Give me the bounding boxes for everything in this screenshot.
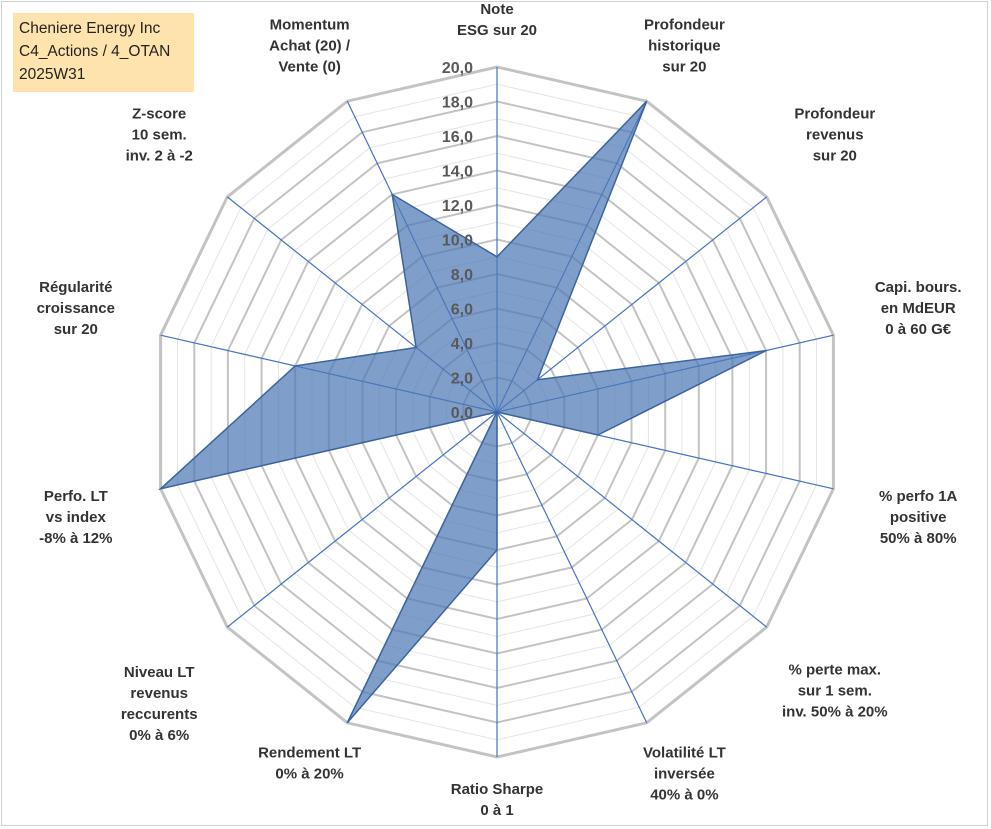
series-area (157, 100, 767, 724)
axis-spoke (496, 196, 768, 413)
tick-label: 4,0 (451, 336, 473, 353)
category-label-line: revenus (806, 127, 864, 144)
series-polygon (157, 100, 767, 724)
category-label-line: sur 20 (54, 321, 98, 338)
category-label: Profondeur revenus sur 20 (794, 106, 875, 165)
info-box: Cheniere Energy Inc C4_Actions / 4_OTAN … (13, 13, 194, 92)
category-label-line: -8% à 12% (39, 530, 112, 547)
category-label-line: croissance (37, 300, 115, 317)
category-label-line: 10 sem. (132, 127, 187, 144)
category-label-line: inv. 2 à -2 (126, 148, 193, 165)
category-label-line: Profondeur (644, 17, 725, 34)
category-label-line: inv. 50% à 20% (782, 704, 888, 721)
category-label-line: 0% à 20% (275, 765, 343, 782)
category-label: % perfo 1A positive 50% à 80% (879, 488, 958, 547)
category-label-line: 40% à 0% (650, 786, 718, 803)
category-label-line: 50% à 80% (880, 530, 957, 547)
category-label-line: % perfo 1A (879, 488, 958, 505)
category-label-line: en MdEUR (881, 300, 956, 317)
radial-tick-labels: 0,0 2,0 4,0 6,0 8,0 10,0 12,0 14,0 16,0 18,0 20,0 (442, 60, 473, 422)
tick-label: 0,0 (451, 405, 473, 422)
category-label-line: Momentum (270, 17, 350, 34)
category-label-line: sur 1 sem. (798, 683, 872, 700)
category-label: Profondeur historique sur 20 (644, 17, 725, 76)
category-label: Ratio Sharpe 0 à 1 (451, 781, 544, 819)
category-label-line: Note (480, 1, 513, 18)
tick-label: 18,0 (442, 95, 473, 112)
category-label-line: Achat (20) / (269, 38, 351, 55)
category-label: Z-score 10 sem. inv. 2 à -2 (126, 106, 193, 165)
axis-spoke (496, 411, 648, 724)
tick-label: 6,0 (451, 302, 473, 319)
category-label-line: vs index (46, 509, 107, 526)
category-label-line: Profondeur (794, 106, 875, 123)
category-label-line: reccurents (121, 706, 198, 723)
axis-spoke (496, 411, 768, 628)
category-label-line: sur 20 (813, 148, 857, 165)
company-name: Cheniere Energy Inc (19, 20, 161, 37)
tick-label: 16,0 (442, 129, 473, 146)
category-label-line: 0 à 60 G€ (885, 321, 952, 338)
category-label: % perte max. sur 1 sem. inv. 50% à 20% (782, 662, 888, 721)
tick-label: 14,0 (442, 164, 473, 181)
category-label: Volatilité LT inversée 40% à 0% (643, 744, 726, 803)
category-label-line: Régularité (39, 279, 112, 296)
category-label-line: 0 à 1 (480, 802, 513, 819)
category-label-line: sur 20 (662, 59, 706, 76)
category-label-line: inversée (654, 765, 715, 782)
category-label-line: Perfo. LT (44, 488, 108, 505)
category-labels: Note ESG sur 20 Profondeur historique sur 20… (37, 1, 962, 819)
category-label-line: % perte max. (789, 662, 882, 679)
category-label: Régularité croissance sur 20 (37, 279, 115, 338)
category-label: Niveau LT revenus reccurents 0% à 6% (121, 664, 198, 744)
tick-label: 2,0 (451, 371, 473, 388)
category-label-line: Rendement LT (258, 744, 361, 761)
category-label: Rendement LT 0% à 20% (258, 744, 361, 782)
category-label-line: Volatilité LT (643, 744, 726, 761)
category-label: Capi. bours. en MdEUR 0 à 60 G€ (875, 279, 962, 338)
category-label: Momentum Achat (20) / Vente (0) (269, 17, 351, 76)
category-label-line: historique (648, 38, 721, 55)
category-label-line: revenus (130, 685, 188, 702)
category-label-line: Z-score (132, 106, 186, 123)
category-label-line: Niveau LT (124, 664, 195, 681)
tick-label: 10,0 (442, 233, 473, 250)
category-label-line: ESG sur 20 (457, 22, 537, 39)
week-label: 2025W31 (19, 66, 86, 83)
category-label: Perfo. LT vs index -8% à 12% (39, 488, 112, 547)
tick-label: 20,0 (442, 60, 473, 77)
category-label-line: positive (890, 509, 947, 526)
category-label-line: Ratio Sharpe (451, 781, 544, 798)
portfolio-name: C4_Actions / 4_OTAN (19, 43, 171, 60)
tick-label: 8,0 (451, 267, 473, 284)
tick-label: 12,0 (442, 198, 473, 215)
category-label: Note ESG sur 20 (457, 1, 537, 39)
axis-spoke (226, 411, 498, 628)
category-label-line: 0% à 6% (129, 727, 189, 744)
category-label-line: Vente (0) (278, 59, 341, 76)
category-label-line: Capi. bours. (875, 279, 962, 296)
